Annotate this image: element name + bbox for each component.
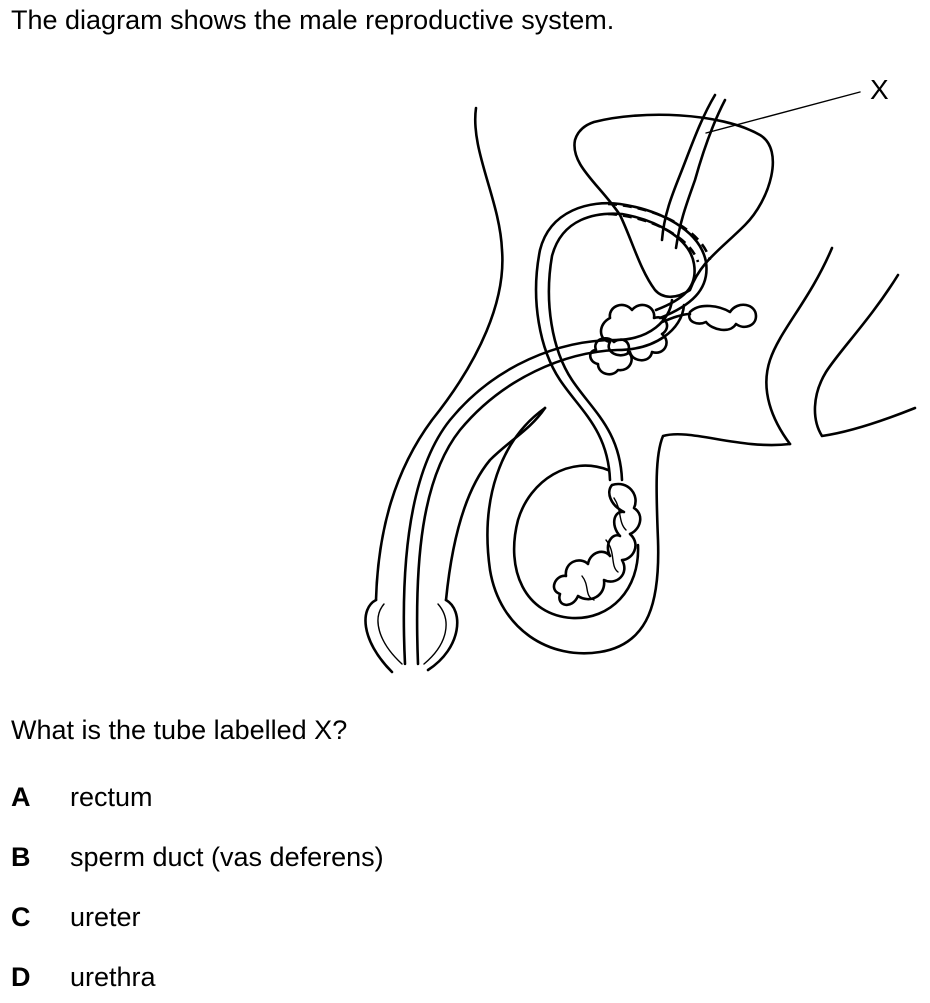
intro-text: The diagram shows the male reproductive … bbox=[11, 5, 615, 35]
question-text: What is the tube labelled X? bbox=[11, 715, 348, 745]
gland-connector bbox=[660, 312, 692, 324]
sperm-duct-1 bbox=[534, 201, 708, 482]
label-x-pointer-line bbox=[705, 91, 861, 134]
male-reproductive-system-diagram: X bbox=[364, 74, 917, 674]
option-c-text: ureter bbox=[70, 902, 141, 932]
option-b-text: sperm duct (vas deferens) bbox=[70, 842, 384, 872]
epididymis bbox=[552, 482, 642, 607]
epididymis-inner bbox=[581, 497, 627, 601]
bladder-outline bbox=[573, 113, 775, 299]
urethra-tube-2 bbox=[415, 303, 686, 666]
glans-inner bbox=[377, 603, 447, 665]
body-outline-front bbox=[374, 106, 504, 602]
scrotum-outline bbox=[486, 406, 792, 655]
body-outline-rear-1 bbox=[765, 246, 834, 446]
option-a-letter: A bbox=[11, 782, 31, 812]
option-a-text: rectum bbox=[70, 782, 153, 812]
option-d-text: urethra bbox=[70, 962, 156, 992]
body-outline-rear-2 bbox=[813, 273, 917, 438]
sperm-duct-behind bbox=[607, 202, 712, 263]
sperm-duct-2 bbox=[547, 212, 696, 482]
ureter-2 bbox=[674, 98, 727, 250]
glans-outline bbox=[364, 598, 459, 674]
urethra-tube-1 bbox=[402, 298, 674, 666]
option-d-letter: D bbox=[11, 962, 31, 992]
prostate-gland bbox=[588, 337, 633, 376]
seminal-vesicle bbox=[599, 303, 669, 362]
seminal-vesicle-right bbox=[687, 303, 758, 332]
option-b-letter: B bbox=[11, 842, 31, 872]
label-x: X bbox=[870, 74, 889, 105]
testis-outline bbox=[512, 464, 640, 620]
ureter-1 bbox=[660, 93, 717, 242]
penis-lower-outline bbox=[444, 406, 547, 602]
option-c-letter: C bbox=[11, 902, 31, 932]
